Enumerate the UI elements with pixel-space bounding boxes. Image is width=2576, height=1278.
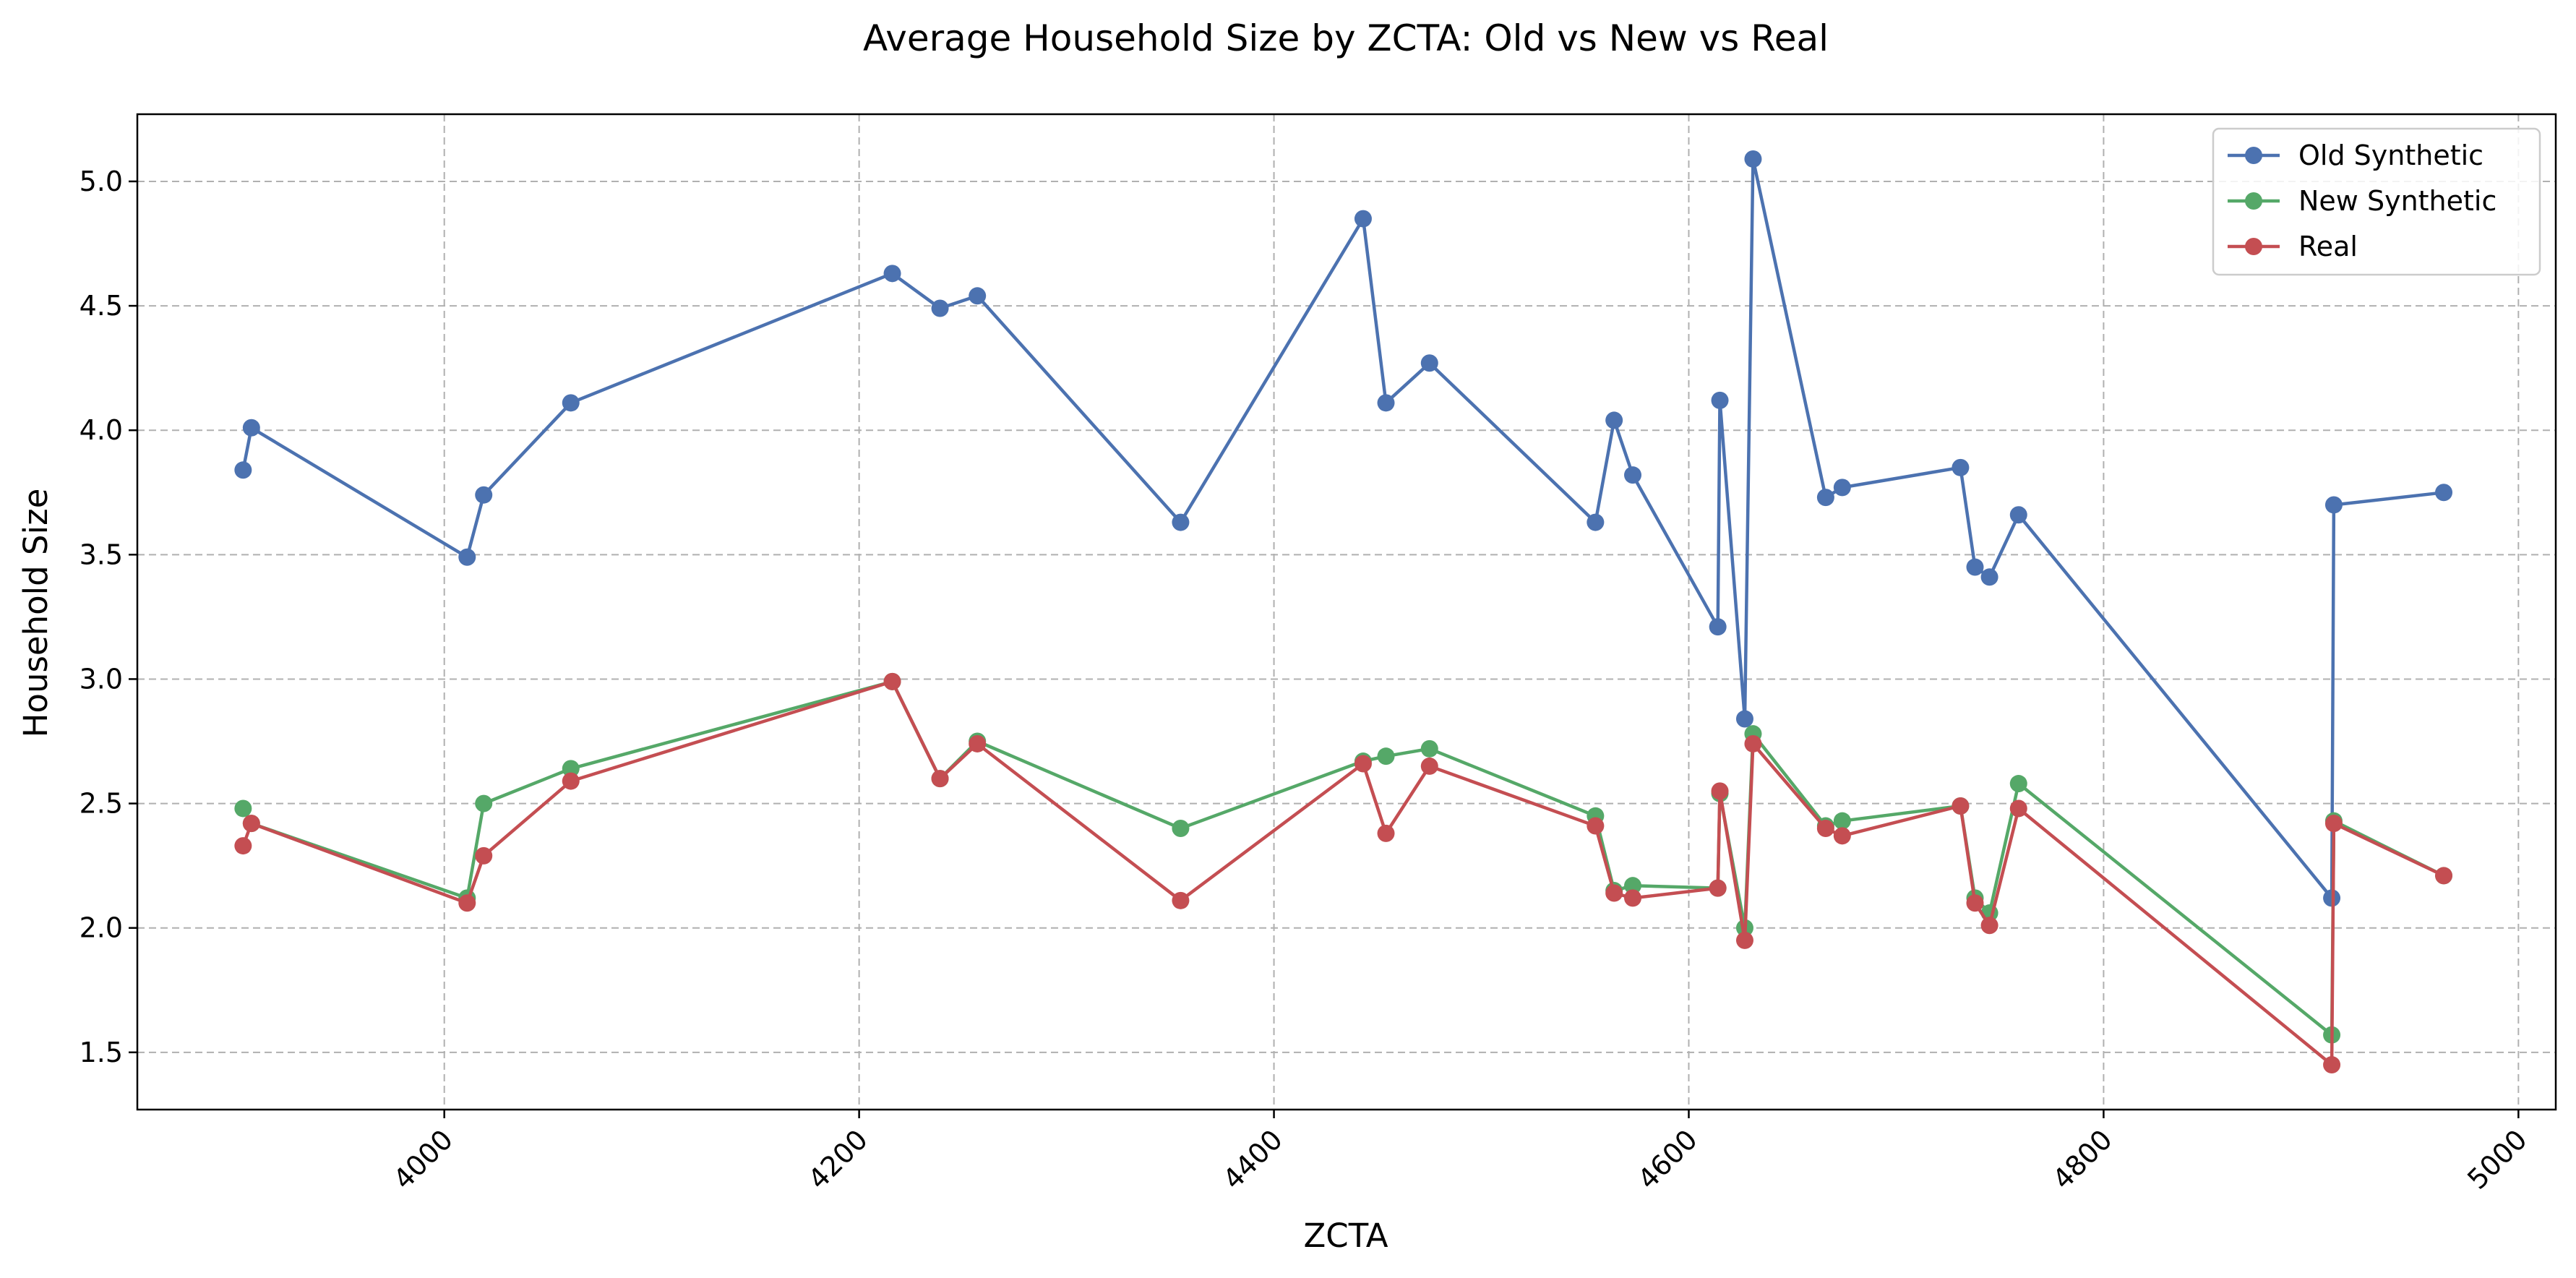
- data-point: [1735, 710, 1753, 728]
- legend-marker: [2245, 192, 2262, 210]
- data-point: [475, 846, 493, 865]
- data-point: [1744, 150, 1762, 168]
- y-axis-label: Household Size: [17, 489, 55, 738]
- legend-marker: [2245, 147, 2262, 164]
- data-point: [1833, 812, 1851, 830]
- data-point: [1420, 757, 1438, 775]
- data-point: [1354, 755, 1372, 773]
- legend-label: Real: [2298, 231, 2358, 262]
- data-point: [1605, 411, 1623, 429]
- data-point: [1420, 354, 1438, 372]
- legend-label: New Synthetic: [2298, 185, 2496, 217]
- data-point: [234, 799, 252, 818]
- legend-box: [2212, 127, 2541, 276]
- data-point: [1709, 618, 1727, 636]
- legend-marker: [2245, 238, 2262, 255]
- data-point: [1952, 458, 1970, 476]
- y-tick-label: 5.0: [80, 166, 123, 197]
- data-point: [1587, 513, 1605, 531]
- data-point: [234, 461, 252, 479]
- data-point: [1377, 394, 1395, 412]
- data-point: [931, 770, 949, 788]
- data-point: [931, 299, 949, 317]
- y-tick-label: 4.5: [80, 290, 123, 322]
- data-point: [1735, 931, 1753, 949]
- data-point: [2324, 815, 2343, 833]
- y-tick-label: 2.5: [80, 788, 123, 820]
- y-tick-label: 1.5: [80, 1037, 123, 1068]
- y-tick-label: 4.0: [80, 414, 123, 446]
- data-point: [1605, 884, 1623, 902]
- data-point: [458, 894, 476, 912]
- data-point: [1420, 739, 1438, 758]
- data-point: [2324, 496, 2343, 514]
- series-real: [234, 672, 2453, 1074]
- data-point: [1172, 513, 1190, 531]
- data-point: [1172, 819, 1190, 837]
- data-point: [475, 794, 493, 812]
- chart-title: Average Household Size by ZCTA: Old vs N…: [863, 17, 1829, 59]
- data-point: [475, 486, 493, 504]
- data-point: [969, 287, 987, 305]
- data-point: [1980, 917, 1998, 935]
- data-point: [562, 760, 580, 778]
- data-point: [562, 394, 580, 412]
- data-point: [1624, 889, 1642, 907]
- series-old-synthetic: [234, 150, 2453, 907]
- data-point: [1966, 894, 1984, 912]
- series-layer: [234, 150, 2453, 1074]
- data-point: [1377, 824, 1395, 842]
- series-line: [241, 157, 2444, 900]
- plot-frame: [136, 113, 2557, 1111]
- data-point: [1172, 891, 1190, 909]
- y-tick-label: 3.5: [80, 539, 123, 570]
- data-point: [1980, 568, 1998, 586]
- data-point: [1711, 391, 1729, 409]
- data-point: [883, 265, 901, 283]
- data-point: [2323, 1056, 2341, 1074]
- data-point: [1711, 782, 1729, 800]
- data-point: [1833, 479, 1851, 497]
- data-point: [1952, 797, 1970, 815]
- data-point: [1587, 817, 1605, 835]
- data-point: [1816, 489, 1834, 507]
- data-point: [1816, 819, 1834, 837]
- series-line: [241, 679, 2444, 1067]
- data-point: [458, 548, 476, 566]
- data-point: [2009, 506, 2027, 524]
- y-tick-label: 2.0: [80, 912, 123, 944]
- data-point: [2435, 867, 2453, 885]
- data-point: [969, 734, 987, 752]
- data-point: [234, 837, 252, 855]
- data-point: [1966, 558, 1984, 576]
- data-point: [883, 672, 901, 690]
- data-point: [562, 772, 580, 790]
- data-point: [242, 419, 260, 437]
- x-axis-label: ZCTA: [1303, 1217, 1388, 1255]
- data-point: [2009, 775, 2027, 793]
- data-point: [1709, 879, 1727, 897]
- data-point: [1624, 877, 1642, 895]
- data-point: [1833, 827, 1851, 845]
- data-point: [1624, 466, 1642, 484]
- data-point: [242, 815, 260, 833]
- data-point: [1744, 734, 1762, 752]
- y-tick-label: 3.0: [80, 663, 123, 695]
- data-point: [1377, 747, 1395, 765]
- legend-label: Old Synthetic: [2298, 140, 2483, 171]
- data-point: [2009, 799, 2027, 818]
- legend: Old Synthetic New Synthetic Real: [2212, 127, 2541, 276]
- data-point: [2435, 484, 2453, 502]
- data-point: [1354, 210, 1372, 228]
